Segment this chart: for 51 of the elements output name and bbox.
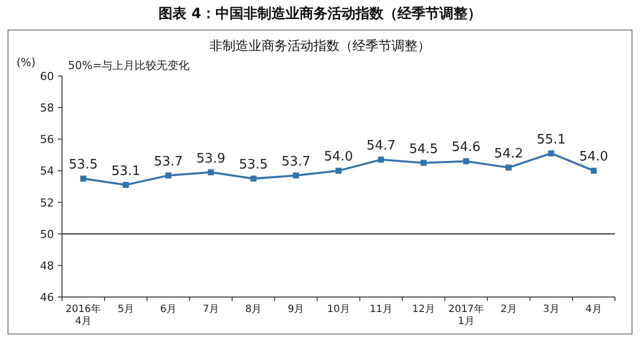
point (548, 150, 554, 156)
x-tick-label: 2017年 1月 (448, 303, 484, 327)
y-tick-label: 50 (40, 228, 54, 241)
data-label: 53.1 (111, 164, 140, 179)
data-label: 53.9 (196, 151, 226, 166)
point (506, 164, 512, 171)
point (165, 172, 172, 178)
point (420, 160, 427, 166)
y-tick-label: 60 (40, 70, 54, 83)
data-label: 53.5 (238, 158, 268, 173)
y-tick-label: 58 (40, 102, 54, 115)
x-tick-label: 10月 (327, 304, 350, 315)
point (80, 176, 86, 182)
y-tick-label: 56 (40, 133, 54, 146)
x-tick-label: 5月 (118, 304, 134, 315)
x-tick-label: 11月 (370, 304, 392, 315)
point (463, 158, 470, 164)
y-tick-label: 48 (40, 259, 54, 272)
y-tick-label: 46 (40, 291, 54, 304)
y-tick-label: 52 (40, 196, 54, 210)
point (292, 172, 299, 178)
x-tick-label: 4月 (586, 304, 602, 315)
data-label: 53.7 (281, 154, 310, 170)
chart-title: 图表 4：中国非制造业商务活动指数（经季节调整） (158, 5, 482, 22)
point (336, 168, 342, 174)
chart-subtitle: 非制造业商务活动指数（经季节调整） (210, 39, 430, 54)
x-tick-label: 2月 (500, 304, 517, 315)
x-tick-label: 9月 (288, 304, 304, 315)
point (250, 176, 256, 182)
data-label: 54.0 (579, 150, 608, 165)
data-label: 53.5 (68, 158, 98, 173)
x-tick-label: 6月 (160, 304, 177, 315)
x-tick-label: 3月 (543, 304, 560, 315)
x-tick-label: 8月 (245, 304, 262, 315)
text: 50%=与上月比较无变化 (68, 59, 190, 72)
point (378, 156, 384, 163)
x-tick-label: 12月 (412, 304, 435, 315)
data-label: 54.0 (324, 150, 353, 165)
point (122, 182, 129, 188)
y-tick-label: 54 (40, 164, 54, 178)
y-axis-title: (%) (16, 56, 36, 69)
data-label: 54.6 (452, 140, 481, 156)
data-label: 53.7 (154, 154, 183, 170)
x-tick-label: 2016年 4月 (66, 303, 101, 327)
point (590, 168, 597, 174)
data-label: 54.7 (366, 138, 396, 154)
data-label: 54.5 (409, 142, 438, 157)
data-label: 55.1 (536, 132, 566, 148)
data-label: 54.2 (494, 146, 524, 162)
point (208, 169, 214, 176)
x-tick-label: 7月 (202, 304, 220, 315)
